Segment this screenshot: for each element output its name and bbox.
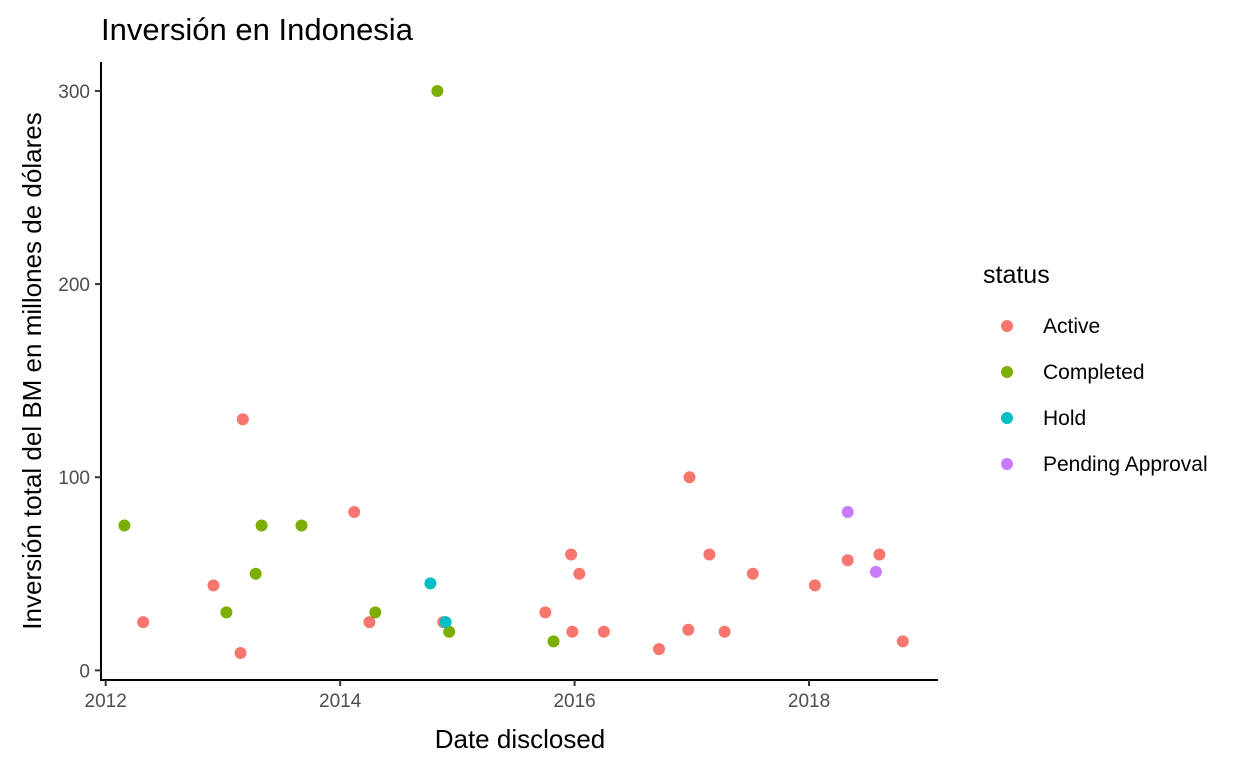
- y-tick-label: 100: [58, 468, 90, 489]
- data-point-completed: [443, 625, 456, 638]
- legend-key-active: [1001, 320, 1013, 332]
- data-point-completed: [547, 635, 560, 648]
- legend-label-active: Active: [1043, 315, 1100, 338]
- data-point-active: [718, 625, 731, 638]
- legend: status Active Completed Hold Pending Approva…: [983, 261, 1208, 476]
- data-point-active: [703, 548, 716, 561]
- chart-title: Inversión en Indonesia: [101, 12, 414, 47]
- legend-key-hold: [1001, 412, 1013, 424]
- data-point-active: [653, 643, 665, 656]
- data-point-active: [348, 506, 361, 518]
- data-point-completed: [295, 519, 308, 532]
- data-point-pending-approval: [841, 506, 854, 518]
- legend-label-completed: Completed: [1043, 361, 1145, 384]
- x-tick-label: 2012: [85, 691, 127, 712]
- data-point-completed: [431, 85, 444, 97]
- x-tick-label: 2016: [553, 691, 595, 712]
- data-point-active: [137, 616, 150, 629]
- data-point-active: [746, 567, 759, 580]
- data-point-completed: [118, 519, 131, 532]
- y-tick-label: 0: [79, 661, 90, 682]
- data-point-active: [234, 647, 247, 659]
- data-point-active: [808, 579, 821, 592]
- data-point-completed: [249, 567, 262, 580]
- legend-label-pending-approval: Pending Approval: [1043, 453, 1208, 476]
- data-point-completed: [255, 519, 268, 532]
- points-layer: [118, 85, 909, 659]
- y-tick-label: 200: [58, 275, 90, 296]
- data-point-hold: [439, 616, 452, 629]
- y-tick-label: 300: [58, 82, 90, 103]
- data-point-hold: [424, 577, 437, 590]
- legend-title: status: [983, 261, 1050, 289]
- x-axis-title: Date disclosed: [435, 724, 606, 754]
- x-tick-label: 2018: [788, 691, 830, 712]
- data-point-active: [363, 616, 376, 629]
- data-point-active: [236, 413, 249, 426]
- data-point-active: [566, 625, 579, 638]
- data-point-active: [896, 635, 909, 648]
- data-point-pending-approval: [869, 565, 882, 578]
- data-point-active: [539, 606, 552, 619]
- axis-ticks: 0 100 200 300 2012 2014 2016 2018: [58, 82, 830, 712]
- data-point-active: [597, 625, 610, 638]
- data-point-active: [841, 554, 854, 567]
- y-axis-title: Inversión total del BM en millones de dó…: [17, 112, 47, 629]
- legend-key-completed: [1001, 366, 1013, 378]
- data-point-active: [873, 548, 886, 561]
- data-point-active: [682, 623, 695, 636]
- data-point-active: [683, 471, 696, 484]
- data-point-active: [573, 567, 586, 580]
- x-tick-label: 2014: [319, 691, 362, 712]
- data-point-completed: [220, 606, 233, 619]
- data-point-active: [207, 579, 220, 592]
- data-point-completed: [369, 606, 382, 619]
- data-point-active: [565, 548, 578, 561]
- legend-key-pending-approval: [1001, 458, 1013, 470]
- legend-label-hold: Hold: [1043, 407, 1086, 430]
